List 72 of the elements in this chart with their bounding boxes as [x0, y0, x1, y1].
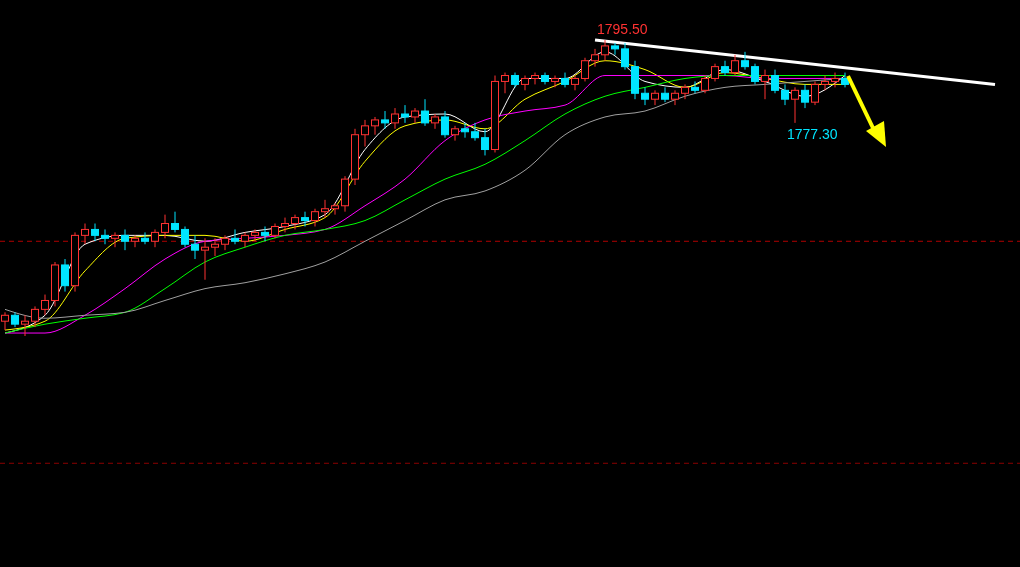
- candlestick: [361, 119, 369, 148]
- candlestick: [781, 83, 789, 106]
- candlestick: [581, 57, 589, 82]
- candlestick: [671, 89, 679, 106]
- candlestick: [1, 311, 9, 331]
- candlestick: [41, 294, 49, 316]
- candlestick: [131, 234, 139, 248]
- candlestick: [161, 214, 169, 239]
- candlestick: [621, 42, 629, 71]
- candlestick: [281, 217, 289, 233]
- candlestick: [171, 211, 179, 233]
- candlestick: [431, 113, 439, 130]
- candlestick: [181, 225, 189, 248]
- candlestick: [751, 63, 759, 85]
- candlestick: [661, 86, 669, 103]
- candlestick: [731, 54, 739, 77]
- candlestick: [611, 42, 619, 56]
- candlestick: [421, 98, 429, 127]
- candlestick: [381, 110, 389, 130]
- candlestick: [21, 314, 29, 337]
- candlestick: [591, 48, 599, 68]
- candlestick: [471, 122, 479, 142]
- candlestick: [191, 234, 199, 260]
- candlestick: [101, 228, 109, 245]
- candlestick: [31, 305, 39, 328]
- candlestick: [531, 72, 539, 85]
- candlestick: [741, 51, 749, 71]
- candlestick: [61, 258, 69, 293]
- candlestick: [461, 122, 469, 139]
- candlestick: [451, 125, 459, 142]
- candlestick: [821, 75, 829, 91]
- candlestick: [261, 225, 269, 242]
- candlestick: [391, 107, 399, 130]
- candlestick: [401, 104, 409, 124]
- candlestick: [651, 89, 659, 106]
- candlestick: [441, 110, 449, 139]
- candlestick: [251, 228, 259, 242]
- candlestick: [141, 231, 149, 245]
- candlestick: [721, 60, 729, 77]
- candlestick: [211, 237, 219, 257]
- annotation: 1777.30: [787, 125, 838, 142]
- candlestick: [551, 75, 559, 88]
- candlestick: [641, 86, 649, 106]
- candlestick: [771, 69, 779, 94]
- candlestick: [331, 202, 339, 216]
- candlestick: [321, 199, 329, 219]
- candlestick: [691, 80, 699, 94]
- candlestick: [411, 107, 419, 124]
- candlestick: [571, 75, 579, 91]
- candlestick: [481, 128, 489, 156]
- candlestick: [221, 234, 229, 251]
- candlestick: [601, 39, 609, 62]
- candlestick: [91, 223, 99, 242]
- candlestick: [761, 69, 769, 100]
- candlestick: [241, 231, 249, 248]
- text: 1795.50: [597, 21, 648, 37]
- candlestick: [561, 72, 569, 88]
- candlestick: [521, 75, 529, 91]
- candlestick: [831, 72, 839, 88]
- candlestick: [231, 228, 239, 245]
- candlestick: [201, 237, 209, 281]
- candlestick: [801, 83, 809, 109]
- candlestick: [81, 223, 89, 245]
- candlestick: [681, 83, 689, 100]
- candlestick: [291, 214, 299, 230]
- candlestick: [371, 116, 379, 136]
- candlestick: [501, 72, 509, 94]
- candlestick: [811, 80, 819, 106]
- candlestick: [121, 228, 129, 251]
- candlestick: [301, 211, 309, 227]
- candlestick: [111, 231, 119, 248]
- candlestick: [791, 86, 799, 124]
